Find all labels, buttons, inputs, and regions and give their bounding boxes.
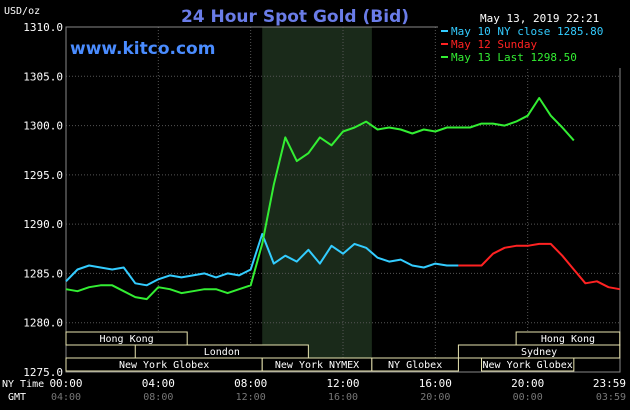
session-layer: Hong Kong London New York Globex New York N… <box>65 331 621 372</box>
date-time-label: May 13, 2019 22:21 <box>480 12 599 25</box>
plot-frame <box>65 26 621 373</box>
series-line <box>65 97 575 301</box>
gmt-label: GMT <box>8 392 26 403</box>
y-tick-label: 1285.0 <box>23 267 63 280</box>
x-tick-label-ny: 08:00 <box>234 377 267 390</box>
x-tick-label-gmt: 08:00 <box>143 392 173 403</box>
x-tick-label-gmt: 12:00 <box>236 392 266 403</box>
x-tick-label-gmt: 03:59 <box>596 392 626 403</box>
x-tick-label-ny: 12:00 <box>326 377 359 390</box>
x-tick-label-ny: 00:00 <box>49 377 82 390</box>
ny-time-label: NY Time <box>2 379 44 390</box>
x-tick-label-gmt: 16:00 <box>328 392 358 403</box>
y-tick-label: 1275.0 <box>23 366 63 379</box>
x-tick-label-ny: 20:00 <box>511 377 544 390</box>
y-tick-label: 1305.0 <box>23 70 63 83</box>
session-label: London <box>204 347 240 358</box>
x-tick-label-gmt: 04:00 <box>51 392 81 403</box>
legend-label: May 12 Sunday <box>451 38 537 51</box>
session-box <box>65 331 188 346</box>
y-tick-label: 1295.0 <box>23 169 63 182</box>
y-tick-label: 1280.0 <box>23 317 63 330</box>
axis-layer: 1275.0 1280.0 1285.0 1290.0 1295.0 1300.0 1305… <box>23 21 626 403</box>
session-box <box>481 357 575 372</box>
shaded-region-layer <box>262 27 372 372</box>
legend-label: May 10 NY close 1285.80 <box>451 25 603 38</box>
legend-label: May 13 Last 1298.50 <box>451 51 577 64</box>
series-layer <box>65 97 620 301</box>
session-label: New York NYMEX <box>275 360 359 371</box>
x-tick-label-ny: 04:00 <box>142 377 175 390</box>
session-box <box>371 357 459 372</box>
x-tick-label-ny: 16:00 <box>419 377 452 390</box>
series-line <box>65 233 459 287</box>
x-tick-label-ny: 23:59 <box>593 377 626 390</box>
y-axis-label: USD/oz <box>4 6 40 17</box>
session-label: New York Globex <box>483 360 573 371</box>
x-tick-label-gmt: 20:00 <box>420 392 450 403</box>
y-tick-label: 1290.0 <box>23 218 63 231</box>
grid-layer <box>65 26 621 373</box>
shaded-region <box>262 27 372 372</box>
website-label: www.kitco.com <box>70 39 215 59</box>
chart-title: 24 Hour Spot Gold (Bid) <box>181 7 409 27</box>
session-label: Hong Kong <box>100 334 154 345</box>
session-label: NY Globex <box>388 360 442 371</box>
session-label: New York Globex <box>119 360 209 371</box>
y-tick-label: 1300.0 <box>23 120 63 133</box>
y-tick-label: 1310.0 <box>23 21 63 34</box>
x-tick-label-gmt: 00:00 <box>513 392 543 403</box>
series-line <box>458 242 620 291</box>
session-label: Sydney <box>521 347 557 358</box>
session-label: Hong Kong <box>541 334 595 345</box>
legend-box <box>438 26 630 68</box>
